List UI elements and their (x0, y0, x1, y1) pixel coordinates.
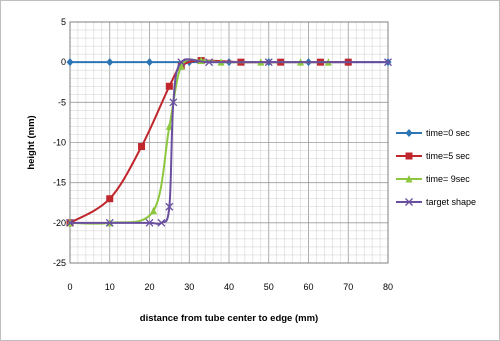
x-tick-label: 50 (264, 282, 274, 292)
y-tick-label: -15 (53, 178, 66, 188)
legend-item: target shape (396, 197, 476, 207)
data-point (177, 62, 185, 70)
marker-stroke (165, 202, 174, 211)
data-point (165, 82, 173, 90)
data-point (169, 98, 178, 107)
marker-stroke (66, 218, 74, 227)
x-tick-label: 10 (105, 282, 115, 292)
data-point (177, 58, 186, 67)
data-point (105, 218, 114, 227)
x-tick-label: 40 (224, 282, 234, 292)
marker-stroke (205, 58, 214, 67)
data-point (66, 58, 74, 67)
marker-stroke (145, 218, 154, 227)
y-tick-label: -20 (53, 218, 66, 228)
data-point (138, 143, 146, 151)
x-tick-label: 30 (184, 282, 194, 292)
legend-label: target shape (426, 197, 476, 207)
y-axis-title: height (mm) (26, 115, 37, 169)
x-axis-title: distance from tube center to edge (mm) (140, 313, 318, 324)
marker-stroke (177, 58, 186, 67)
y-tick-label: -5 (58, 97, 66, 107)
x-tick-label: 0 (67, 282, 72, 292)
plot-area (69, 21, 389, 264)
x-tick-label: 70 (343, 282, 353, 292)
legend-marker (405, 152, 413, 160)
x-tick-label: 60 (303, 282, 313, 292)
marker-stroke (264, 58, 273, 67)
series-4 (66, 58, 392, 227)
legend-item: time=5 sec (396, 151, 470, 161)
legend-marker (405, 129, 413, 137)
legend: time=0 sec time=5 sec time= 9sec target sha… (396, 128, 476, 207)
y-tick-label: -10 (53, 138, 66, 148)
data-point (384, 58, 392, 67)
data-point (106, 195, 114, 203)
legend-marker (405, 198, 413, 206)
marker-stroke (169, 98, 178, 107)
marker-stroke (405, 198, 413, 206)
y-tick-label: -25 (53, 258, 66, 268)
legend-marker (405, 175, 413, 183)
data-point (106, 58, 114, 67)
marker-stroke (157, 218, 166, 227)
data-point (165, 202, 174, 211)
series (66, 56, 392, 227)
data-point (146, 58, 153, 67)
data-point (264, 58, 273, 67)
legend-item: time= 9sec (396, 174, 470, 184)
legend-item: time=0 sec (396, 128, 470, 138)
x-tick-label: 80 (383, 282, 393, 292)
y-tick-label: 0 (61, 57, 66, 67)
legend-label: time=5 sec (426, 151, 470, 161)
data-point (205, 58, 214, 67)
series-line (70, 58, 388, 226)
data-point (145, 218, 154, 227)
marker-stroke (384, 58, 392, 67)
legend-label: time= 9sec (426, 174, 470, 184)
y-tick-label: 5 (61, 17, 66, 27)
data-point (149, 206, 157, 215)
legend-label: time=0 sec (426, 128, 470, 138)
data-point (165, 122, 173, 130)
grid (69, 21, 389, 264)
marker-stroke (105, 218, 114, 227)
data-point (157, 218, 166, 227)
x-tick-label: 20 (144, 282, 154, 292)
data-point (66, 218, 74, 227)
